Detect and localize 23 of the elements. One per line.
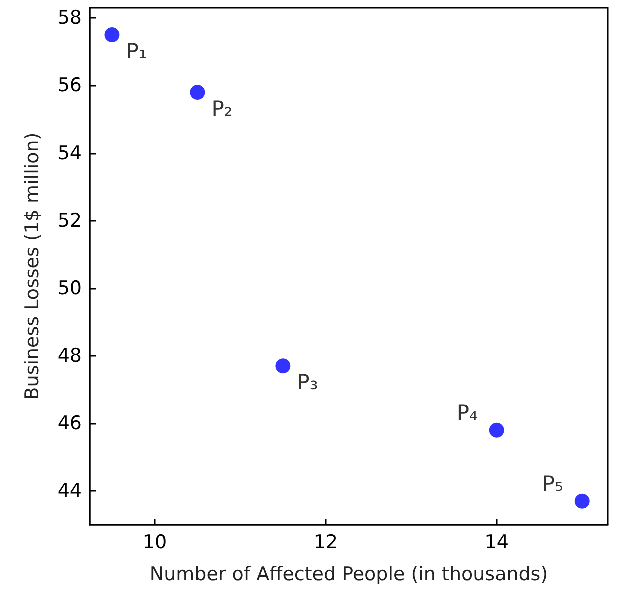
y-tick-label: 54 — [58, 142, 82, 164]
x-tick-label: 14 — [484, 532, 509, 554]
point — [489, 422, 504, 438]
y-tick-label: 46 — [58, 412, 82, 435]
y-tick-label: 44 — [58, 480, 82, 502]
y-axis-title: Business Losses (1$ million) — [22, 132, 44, 400]
point — [190, 84, 206, 100]
x-tick-label: 10 — [142, 532, 168, 554]
y-tick-label: 48 — [58, 345, 82, 368]
annotation: P₂ — [212, 96, 233, 121]
x-tick-label: 12 — [314, 532, 338, 554]
annotation: P₁ — [126, 40, 148, 64]
point — [574, 494, 590, 509]
point — [276, 358, 291, 374]
annotation: P₄ — [456, 400, 478, 425]
annotation: P₃ — [297, 370, 318, 395]
x-axis-title: Number of Affected People (in thousands) — [150, 564, 548, 586]
y-tick-label: 52 — [58, 210, 82, 232]
y-tick-label: 58 — [58, 7, 82, 30]
y-tick-label: 50 — [58, 277, 82, 300]
point — [104, 28, 120, 43]
annotation: P₅ — [542, 472, 564, 496]
y-tick-label: 56 — [58, 74, 82, 97]
